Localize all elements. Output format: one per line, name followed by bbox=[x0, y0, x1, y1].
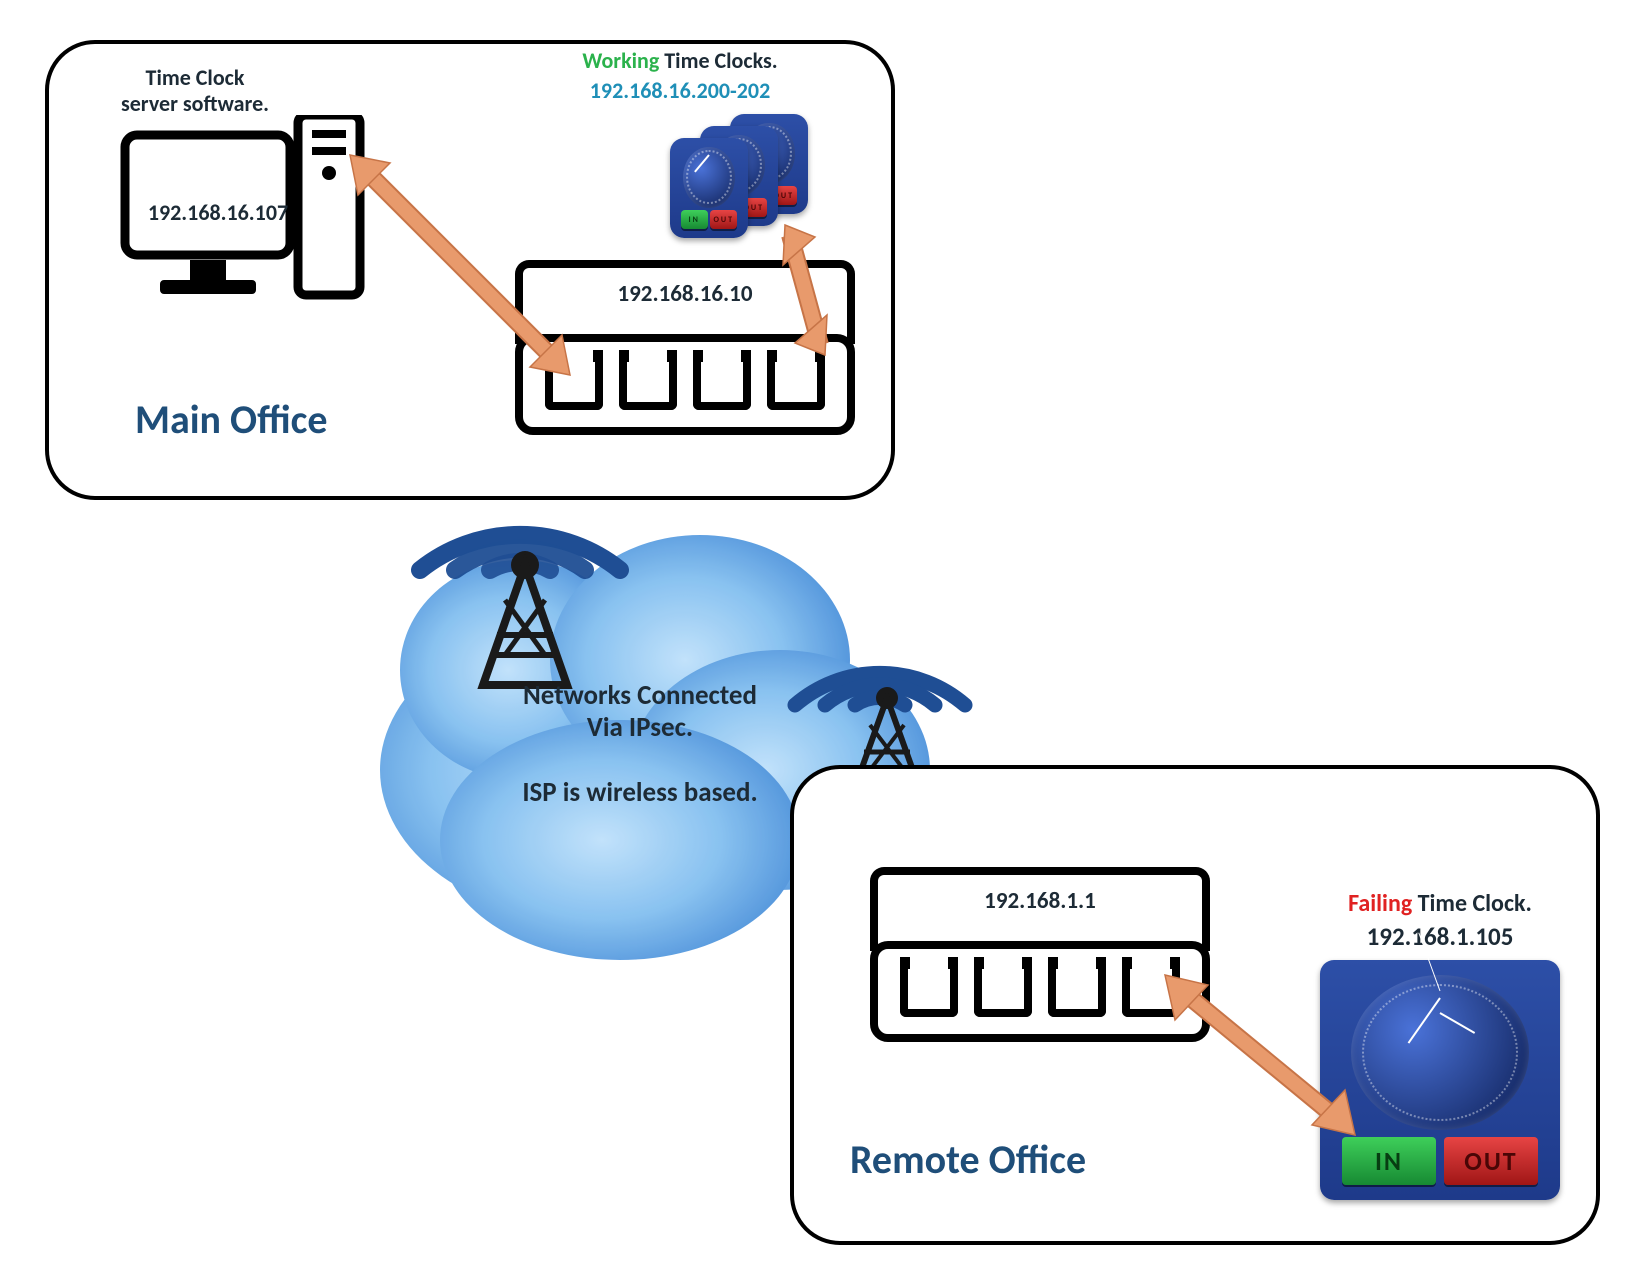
in-btn-small: IN bbox=[681, 210, 708, 229]
working-clock-1: INOUT bbox=[670, 138, 748, 238]
working-clocks-label: Working Time Clocks. bbox=[540, 48, 820, 74]
server-label-line2: server software. bbox=[121, 90, 269, 117]
server-label: Time Clock server software. bbox=[95, 65, 295, 118]
arrow-clocks-switch bbox=[765, 215, 845, 365]
remote-switch-ip: 192.168.1.1 bbox=[878, 887, 1202, 915]
working-clocks-ip: 192.168.16.200-202 bbox=[540, 78, 820, 104]
working-status-word: Working bbox=[582, 47, 659, 74]
tower-left-icon bbox=[465, 540, 585, 690]
server-ip: 192.168.16.107 bbox=[138, 200, 298, 226]
failing-label-suffix: Time Clock. bbox=[1412, 889, 1532, 918]
failing-status-word: Failing bbox=[1348, 889, 1412, 918]
cloud-line3: ISP is wireless based. bbox=[522, 776, 757, 809]
out-button: OUT bbox=[1444, 1137, 1538, 1185]
arrow-server-switch bbox=[330, 135, 590, 395]
working-label-suffix: Time Clocks. bbox=[659, 47, 777, 74]
cloud-line2: Via IPsec. bbox=[587, 711, 693, 744]
main-office-title: Main Office bbox=[135, 395, 328, 444]
failing-clock-label: Failing Time Clock. bbox=[1300, 890, 1580, 919]
cloud-text: Networks Connected Via IPsec. ISP is wir… bbox=[455, 680, 825, 810]
server-label-line1: Time Clock bbox=[146, 64, 245, 91]
remote-office-title: Remote Office bbox=[850, 1135, 1086, 1184]
cloud-line1: Networks Connected bbox=[523, 679, 757, 712]
out-btn-small: OUT bbox=[710, 210, 737, 229]
arrow-remote bbox=[1150, 960, 1370, 1150]
failing-clock-ip: 192.168.1.105 bbox=[1300, 922, 1580, 952]
